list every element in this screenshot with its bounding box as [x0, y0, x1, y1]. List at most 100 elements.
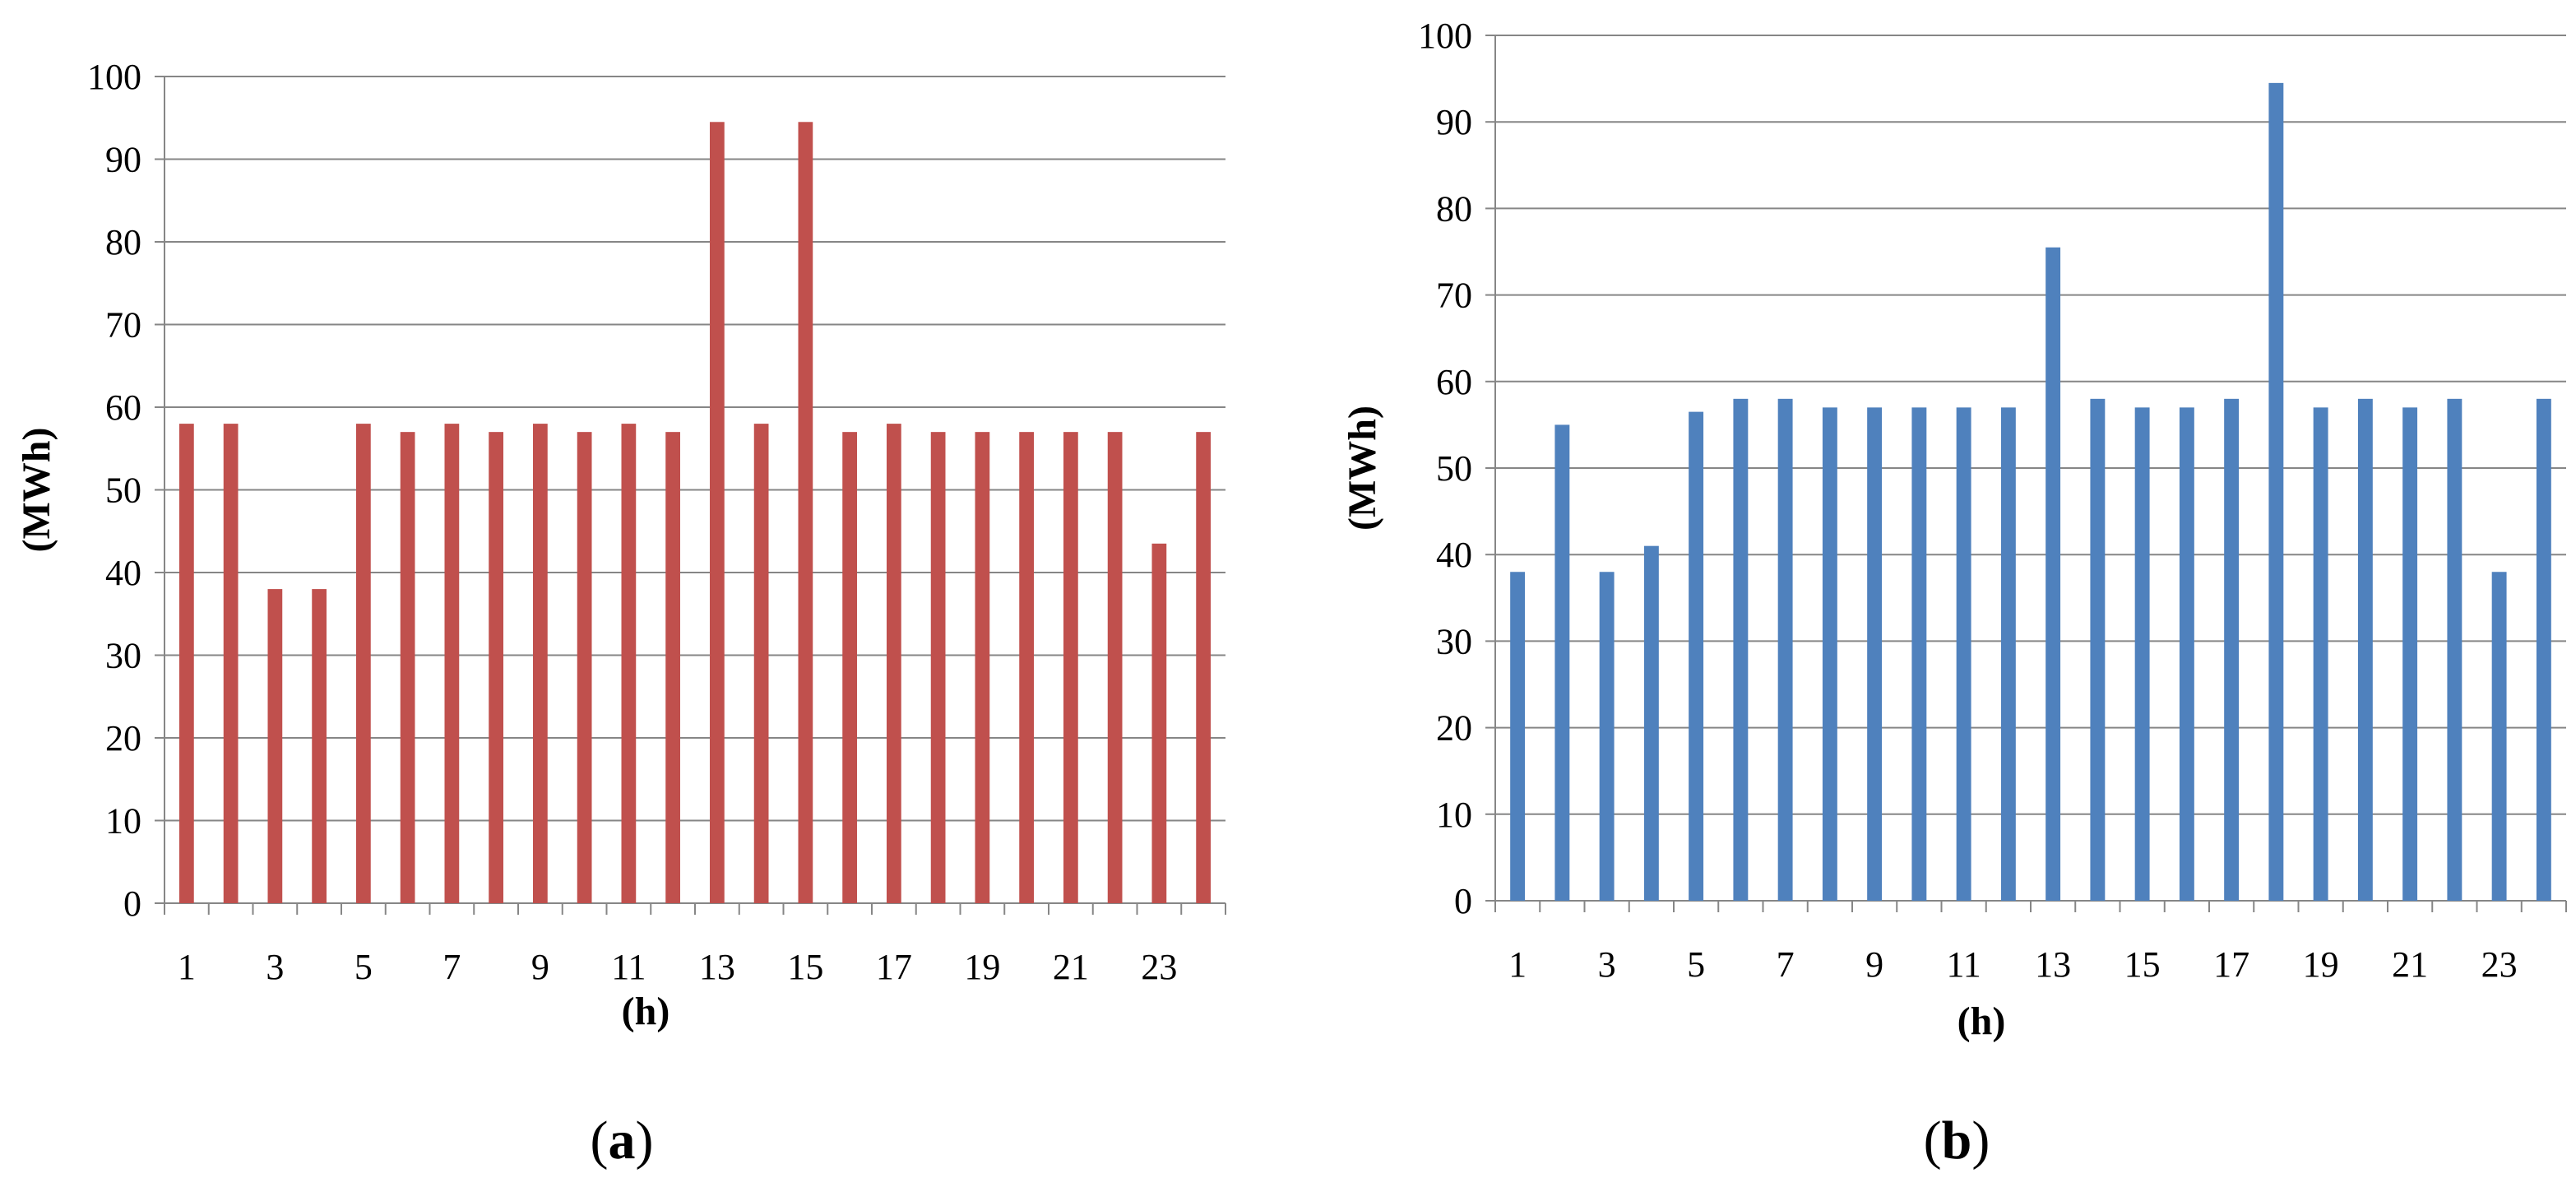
chart0-xtick-label: 13 — [699, 947, 735, 987]
chart1-bar-15 — [2134, 407, 2150, 901]
chart1-xtick-label: 17 — [2213, 944, 2249, 985]
chart0-bar-6 — [400, 432, 415, 903]
chart0-xtick-label: 7 — [442, 947, 461, 987]
chart1-bar-7 — [1777, 398, 1793, 902]
chart0-ytick-label: 20 — [105, 718, 141, 758]
chart1-xtick-label: 15 — [2124, 944, 2161, 985]
chart0-bar-23 — [1151, 543, 1167, 903]
chart1-bar-2 — [1554, 424, 1570, 901]
chart0-xtick-label: 23 — [1141, 947, 1177, 987]
chart0-ytick-label: 50 — [105, 471, 141, 511]
chart0-bar-16 — [842, 432, 857, 903]
chart0-bar-20 — [1019, 432, 1034, 903]
chart1-bar-11 — [1956, 407, 1971, 901]
chart1-xtick-label: 11 — [1946, 944, 1981, 985]
chart0-bar-1 — [179, 424, 194, 903]
chart1-bar-8 — [1822, 407, 1837, 901]
chart0-y-axis-title: (MWh) — [15, 428, 58, 553]
chart1-xtick-label: 3 — [1598, 944, 1616, 985]
chart1-ytick-label: 80 — [1436, 188, 1472, 229]
chart1-xtick-label: 7 — [1777, 944, 1795, 985]
chart0-xtick-label: 21 — [1053, 947, 1089, 987]
chart0-bar-22 — [1107, 432, 1123, 903]
chart0-xtick-label: 1 — [178, 947, 196, 987]
chart0-ytick-label: 80 — [105, 222, 141, 262]
chart1-bar-10 — [1911, 407, 1927, 901]
chart1-xtick-label: 23 — [2481, 944, 2518, 985]
chart1-bar-17 — [2224, 398, 2240, 902]
chart1-ytick-label: 60 — [1436, 362, 1472, 402]
chart1-bar-1 — [1510, 572, 1526, 901]
chart0-ytick-label: 70 — [105, 305, 141, 345]
chart0-bar-19 — [975, 432, 990, 903]
chart1-bar-12 — [2000, 407, 2016, 901]
chart1-xtick-label: 1 — [1508, 944, 1527, 985]
chart1-bar-9 — [1867, 407, 1883, 901]
chart1-bar-16 — [2179, 407, 2194, 901]
chart0-xtick-label: 5 — [354, 947, 373, 987]
chart1-y-axis-title: (MWh) — [1341, 406, 1384, 531]
chart1-bar-4 — [1643, 545, 1659, 901]
chart0-x-axis-title: (h) — [622, 990, 670, 1033]
chart0-bar-18 — [930, 432, 946, 903]
chart0-xtick-label: 11 — [611, 947, 646, 987]
chart1-ytick-label: 50 — [1436, 448, 1472, 489]
chart0-ytick-label: 10 — [105, 801, 141, 842]
chart1-ytick-label: 30 — [1436, 621, 1472, 661]
chart0-bar-8 — [489, 432, 503, 903]
chart0-ytick-label: 30 — [105, 636, 141, 676]
chart1-bar-19 — [2313, 407, 2328, 901]
chart1-bar-20 — [2357, 398, 2373, 902]
chart1-xtick-label: 13 — [2035, 944, 2071, 985]
chart0-bar-15 — [798, 122, 813, 903]
chart1-bar-5 — [1689, 411, 1704, 901]
chart1-bar-13 — [2046, 247, 2061, 901]
chart1-ytick-label: 90 — [1436, 102, 1472, 142]
chart0-bar-21 — [1063, 432, 1078, 903]
chart1-bar-6 — [1733, 398, 1749, 902]
chart0-xtick-label: 15 — [787, 947, 823, 987]
chart0-bar-2 — [223, 424, 239, 903]
chart0-bar-3 — [267, 589, 283, 903]
chart1-bar-18 — [2268, 82, 2284, 902]
chart1-ytick-label: 100 — [1418, 16, 1472, 56]
chart1-bar-21 — [2402, 407, 2418, 901]
chart0-xtick-label: 19 — [964, 947, 1000, 987]
chart0-bar-7 — [444, 424, 460, 903]
chart0-bar-14 — [753, 424, 769, 903]
chart0-bar-5 — [356, 424, 371, 903]
chart0-ytick-label: 100 — [87, 57, 141, 97]
chart1-bar-3 — [1599, 572, 1615, 901]
chart0-ytick-label: 90 — [105, 140, 141, 180]
chart0-bar-11 — [621, 424, 637, 903]
chart0-bar-24 — [1196, 432, 1211, 903]
chart1-bar-23 — [2491, 572, 2507, 901]
chart0-bar-9 — [533, 424, 548, 903]
chart1-ytick-label: 20 — [1436, 708, 1472, 749]
chart0-bar-12 — [665, 432, 680, 903]
chart1-x-axis-title: (h) — [1957, 999, 2006, 1043]
chart0-xtick-label: 9 — [531, 947, 549, 987]
chart1-ytick-label: 0 — [1454, 881, 1472, 921]
chart1-ytick-label: 70 — [1436, 276, 1472, 316]
chart1-xtick-label: 5 — [1687, 944, 1705, 985]
chart1-ytick-label: 10 — [1436, 795, 1472, 835]
chart1-bar-14 — [2090, 398, 2106, 902]
chart0-bar-10 — [577, 432, 592, 903]
chart0-bar-13 — [710, 122, 725, 903]
chart1-ytick-label: 40 — [1436, 535, 1472, 575]
chart0-panel-label: (a) — [591, 1110, 654, 1171]
chart0-bar-17 — [887, 424, 901, 903]
chart0-xtick-label: 17 — [876, 947, 912, 987]
chart0-ytick-label: 60 — [105, 387, 141, 428]
chart0-ytick-label: 40 — [105, 553, 141, 593]
chart0-ytick-label: 0 — [123, 883, 141, 924]
chart0-bar-4 — [312, 589, 327, 903]
chart1-xtick-label: 21 — [2392, 944, 2428, 985]
chart0-xtick-label: 3 — [266, 947, 284, 987]
chart1-bar-22 — [2447, 398, 2462, 902]
chart1-xtick-label: 19 — [2303, 944, 2339, 985]
